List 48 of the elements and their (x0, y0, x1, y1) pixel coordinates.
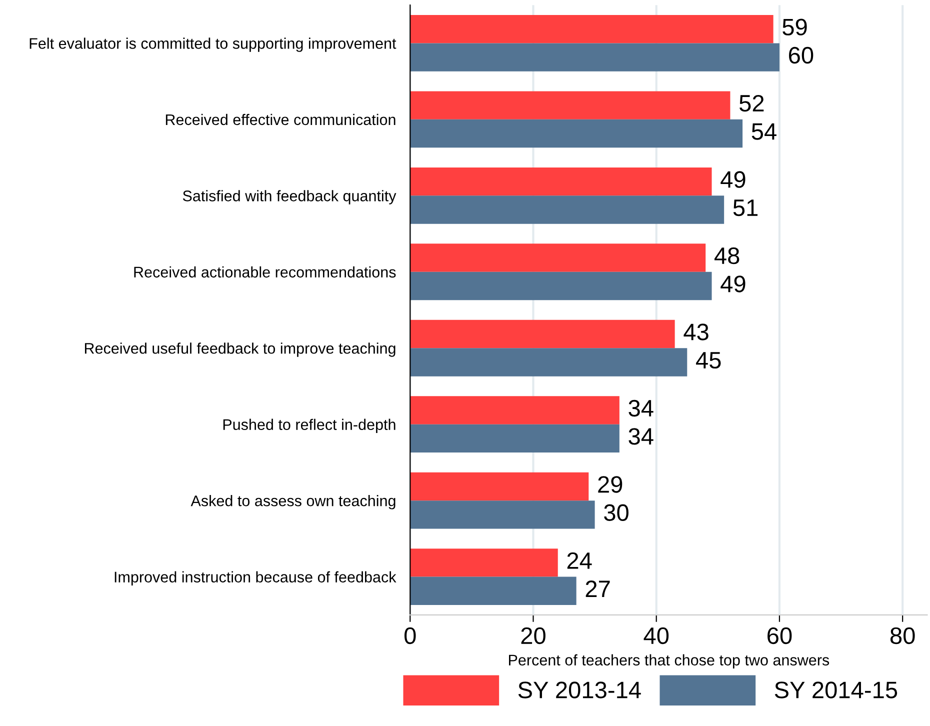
bar (410, 244, 706, 272)
data-label: 48 (714, 247, 740, 264)
data-label: 45 (696, 352, 721, 369)
data-label: 29 (598, 476, 622, 493)
data-label: 43 (684, 324, 708, 340)
x-axis-title: Percent of teachers that chose top two answers (509, 654, 830, 669)
y-tick-label: Received useful feedback to improve teaching (84, 342, 396, 357)
y-tick-label: Received actionable recommendations (134, 266, 396, 278)
bar (410, 424, 620, 453)
data-label: 34 (628, 428, 654, 445)
y-tick-label: Received effective communication (166, 114, 396, 126)
data-label: 51 (733, 200, 758, 216)
bar (410, 396, 620, 424)
x-tick-label: 20 (521, 627, 546, 644)
y-tick-label: Improved instruction because of feedback (114, 571, 396, 586)
x-tick-label: 60 (768, 627, 792, 644)
x-tick-label: 0 (404, 627, 416, 644)
bar (410, 548, 558, 577)
data-label: 59 (782, 18, 807, 36)
bar (410, 91, 730, 120)
y-tick-label: Felt evaluator is committed to supporting improvement (30, 38, 396, 52)
data-label: 34 (628, 400, 654, 417)
bar (410, 500, 595, 529)
y-tick-label: Satisfied with feedback quantity (182, 190, 396, 204)
y-tick-label: Pushed to reflect in-depth (223, 418, 396, 434)
bar (410, 119, 743, 148)
x-tick-label: 80 (890, 627, 915, 644)
bar (410, 576, 576, 606)
bar (410, 43, 780, 72)
bar (410, 196, 724, 224)
bar (410, 320, 675, 348)
bar (410, 472, 589, 501)
bar (410, 167, 712, 196)
data-label: 27 (586, 580, 610, 598)
data-label: 49 (720, 171, 746, 188)
data-label: 60 (789, 46, 814, 64)
bar (410, 348, 688, 376)
legend-label: SY 2013-14 (518, 682, 641, 698)
legend-label: SY 2014-15 (774, 682, 898, 698)
data-label: 52 (740, 94, 764, 112)
data-label: 30 (604, 504, 628, 522)
data-label: 49 (720, 276, 746, 292)
x-tick-label: 40 (644, 627, 669, 644)
bar (410, 14, 774, 44)
data-label: 54 (752, 123, 776, 140)
y-tick-label: Asked to assess own teaching (190, 495, 396, 510)
data-label: 24 (567, 552, 592, 569)
bar (410, 272, 712, 300)
